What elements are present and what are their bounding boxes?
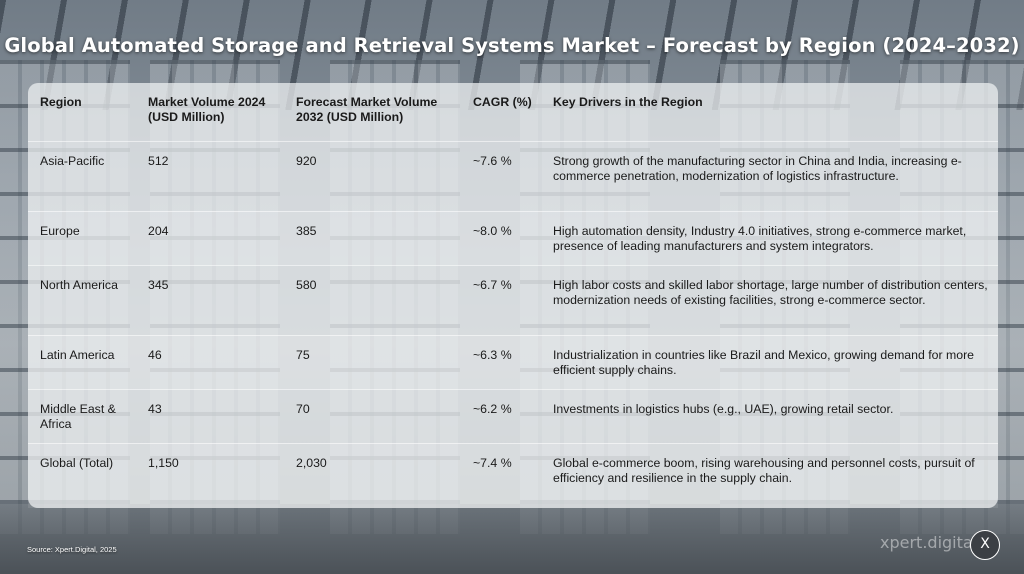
cell-volume-2024: 43 (148, 388, 296, 443)
cell-volume-2024: 512 (148, 140, 296, 211)
cell-region: Asia-Pacific (28, 140, 148, 211)
cell-region: North America (28, 264, 148, 335)
cell-cagr: ~6.3 % (473, 334, 553, 389)
cell-cagr: ~8.0 % (473, 210, 553, 265)
header-region: Region (40, 95, 82, 109)
header-cagr: CAGR (%) (473, 95, 532, 109)
cell-region: Europe (28, 210, 148, 265)
cell-cagr: ~6.7 % (473, 264, 553, 335)
cell-volume-2024: 345 (148, 264, 296, 335)
cell-volume-2032: 75 (296, 334, 473, 389)
cell-volume-2024: 1,150 (148, 442, 296, 508)
cell-volume-2032: 70 (296, 388, 473, 443)
cell-cagr: ~7.6 % (473, 140, 553, 211)
header-volume-2032: Forecast Market Volume 2032 (USD Million… (296, 95, 438, 124)
warehouse-floor (0, 504, 1024, 574)
cell-volume-2024: 204 (148, 210, 296, 265)
header-volume-2024: Market Volume 2024 (USD Million) (148, 95, 266, 124)
cell-drivers: High automation density, Industry 4.0 in… (553, 210, 998, 265)
table-row: Middle East & Africa 43 70 ~6.2 % Invest… (28, 388, 998, 443)
table-row: Latin America 46 75 ~6.3 % Industrializa… (28, 334, 998, 389)
page-title: Global Automated Storage and Retrieval S… (4, 34, 1020, 57)
table-row: Europe 204 385 ~8.0 % High automation de… (28, 210, 998, 265)
cell-region: Latin America (28, 334, 148, 389)
brand-logo: xpert.digital (880, 533, 978, 552)
cell-volume-2024: 46 (148, 334, 296, 389)
cell-drivers: Investments in logistics hubs (e.g., UAE… (553, 388, 998, 443)
cell-volume-2032: 580 (296, 264, 473, 335)
cell-drivers: Strong growth of the manufacturing secto… (553, 140, 998, 211)
cell-drivers: High labor costs and skilled labor short… (553, 264, 998, 335)
cell-cagr: ~6.2 % (473, 388, 553, 443)
header-key-drivers: Key Drivers in the Region (553, 95, 703, 109)
cell-volume-2032: 2,030 (296, 442, 473, 508)
table-row: North America 345 580 ~6.7 % High labor … (28, 264, 998, 335)
close-button[interactable]: X (970, 530, 1000, 560)
cell-drivers: Global e-commerce boom, rising warehousi… (553, 442, 998, 508)
table-row: Global (Total) 1,150 2,030 ~7.4 % Global… (28, 442, 998, 508)
market-table: Region Market Volume 2024 (USD Million) … (28, 83, 998, 508)
source-note: Source: Xpert.Digital, 2025 (27, 545, 117, 554)
cell-region: Middle East & Africa (28, 388, 148, 443)
cell-region: Global (Total) (28, 442, 148, 508)
table-header-row: Region Market Volume 2024 (USD Million) … (28, 83, 998, 141)
cell-volume-2032: 920 (296, 140, 473, 211)
table-row: Asia-Pacific 512 920 ~7.6 % Strong growt… (28, 140, 998, 211)
cell-cagr: ~7.4 % (473, 442, 553, 508)
cell-drivers: Industrialization in countries like Braz… (553, 334, 998, 389)
cell-volume-2032: 385 (296, 210, 473, 265)
